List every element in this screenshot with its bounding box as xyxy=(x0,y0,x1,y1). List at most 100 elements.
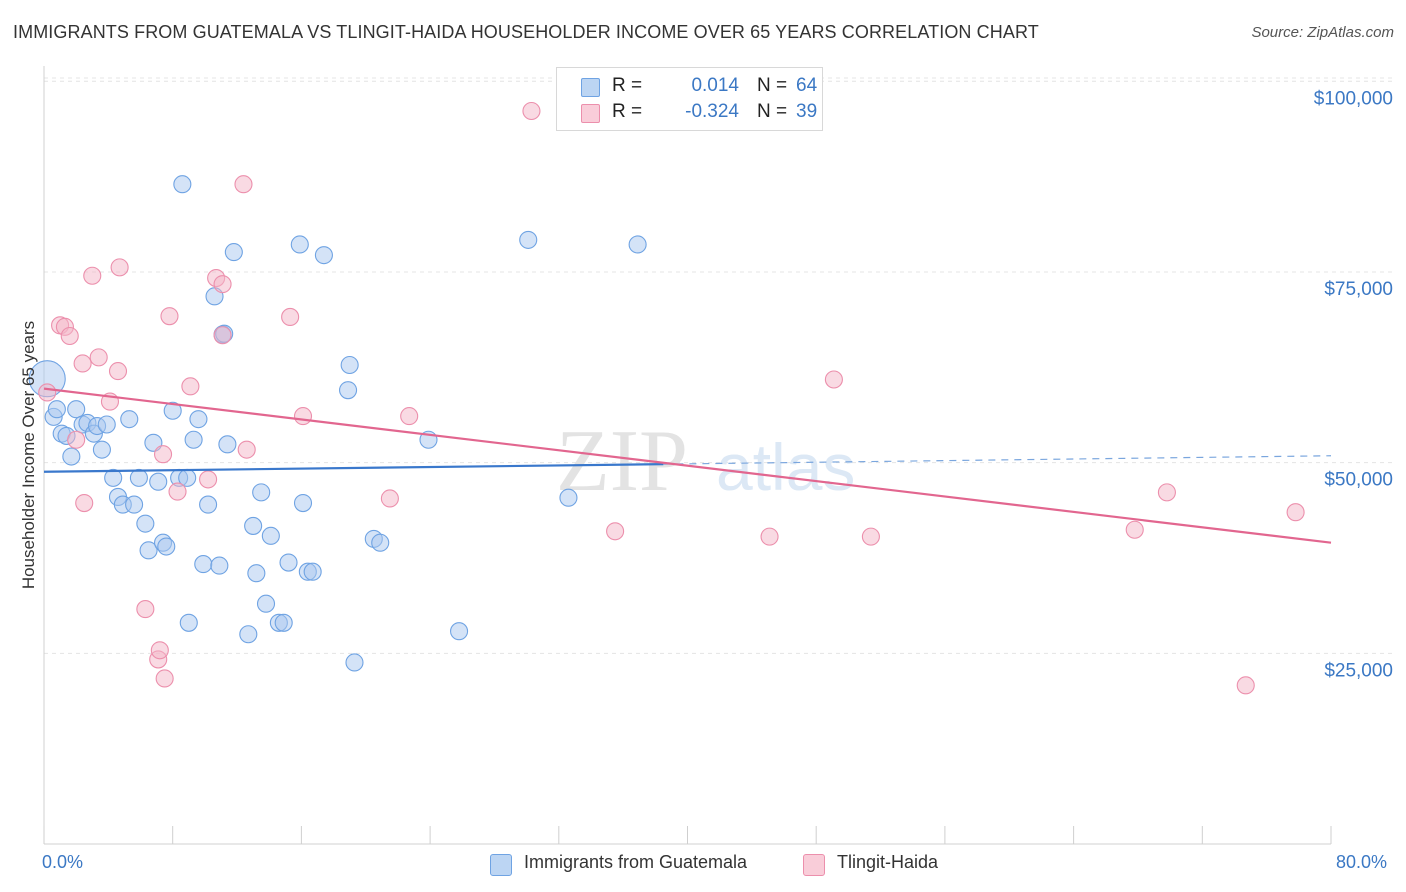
point-tlingit xyxy=(606,522,625,541)
stats-swatch-tlingit xyxy=(581,104,600,123)
point-tlingit xyxy=(237,440,256,459)
point-guatemala xyxy=(293,494,313,513)
point-guatemala xyxy=(179,613,198,632)
point-guatemala xyxy=(210,556,229,575)
point-guatemala xyxy=(559,488,578,507)
point-tlingit xyxy=(1236,676,1255,695)
point-tlingit xyxy=(38,383,57,402)
point-tlingit xyxy=(234,175,253,194)
point-tlingit xyxy=(73,354,92,373)
point-guatemala xyxy=(163,401,182,420)
point-tlingit xyxy=(199,470,218,489)
point-tlingit xyxy=(160,307,179,326)
point-tlingit xyxy=(153,445,173,464)
point-guatemala xyxy=(279,553,298,572)
point-tlingit xyxy=(75,494,94,513)
legend-label-guatemala: Immigrants from Guatemala xyxy=(524,852,748,872)
r-value: 0.014 xyxy=(691,75,739,96)
point-guatemala xyxy=(371,533,390,552)
point-guatemala xyxy=(261,526,280,545)
point-tlingit xyxy=(213,326,232,345)
point-guatemala xyxy=(224,243,243,262)
point-guatemala xyxy=(120,410,139,429)
correlation-stats-box: R = 0.014 N = 64 R = -0.324 N = 39 xyxy=(556,67,823,131)
point-tlingit xyxy=(380,489,399,508)
point-guatemala xyxy=(139,541,158,560)
trend-line-guatemala xyxy=(43,463,664,473)
r-label: R = xyxy=(612,101,643,122)
point-guatemala xyxy=(199,495,218,514)
y-tick-label: $100,000 xyxy=(1314,88,1393,109)
y-tick-labels: $25,000 $50,000 $75,000 $100,000 xyxy=(1314,88,1393,681)
point-guatemala xyxy=(244,516,263,535)
y-axis-label: Householder Income Over 65 years xyxy=(19,320,38,590)
trend-line-tlingit xyxy=(43,387,1332,544)
point-guatemala xyxy=(104,468,123,487)
point-guatemala xyxy=(189,410,208,429)
point-guatemala xyxy=(303,562,322,581)
point-guatemala xyxy=(256,594,276,613)
n-label: N = xyxy=(757,75,788,96)
point-tlingit xyxy=(110,258,129,277)
point-guatemala xyxy=(62,447,81,466)
point-guatemala xyxy=(339,381,358,400)
point-guatemala xyxy=(184,430,203,449)
stats-swatch-guatemala xyxy=(581,78,600,97)
point-tlingit xyxy=(155,669,174,688)
point-guatemala xyxy=(47,400,66,419)
point-tlingit xyxy=(168,482,187,501)
point-guatemala xyxy=(252,483,271,502)
point-tlingit xyxy=(150,641,169,660)
watermark-atlas: atlas xyxy=(716,430,855,504)
point-guatemala xyxy=(519,230,538,249)
point-tlingit xyxy=(522,101,541,121)
point-guatemala xyxy=(218,435,237,454)
point-guatemala xyxy=(239,625,258,644)
point-guatemala xyxy=(628,235,647,254)
y-tick-label: $50,000 xyxy=(1324,470,1393,491)
chart-title: IMMIGRANTS FROM GUATEMALA VS TLINGIT-HAI… xyxy=(13,22,1039,42)
point-tlingit xyxy=(136,600,155,619)
point-tlingit xyxy=(281,307,300,326)
point-tlingit xyxy=(83,266,102,285)
point-guatemala xyxy=(125,495,144,514)
point-tlingit xyxy=(861,527,880,546)
point-guatemala xyxy=(129,468,148,487)
n-value: 64 xyxy=(796,75,818,96)
point-guatemala xyxy=(274,613,293,632)
point-guatemala xyxy=(345,653,364,672)
axes xyxy=(43,66,1332,845)
point-tlingit xyxy=(824,370,843,389)
point-tlingit xyxy=(1157,483,1176,502)
y-tick-label: $25,000 xyxy=(1324,660,1393,681)
point-tlingit xyxy=(60,326,79,346)
point-tlingit xyxy=(108,362,128,381)
y-axis-label-wrap: Householder Income Over 65 years xyxy=(14,0,44,892)
x-tick-label-max: 80.0% xyxy=(1336,852,1388,872)
y-tick-label: $75,000 xyxy=(1324,279,1393,300)
point-guatemala xyxy=(97,415,116,434)
point-guatemala xyxy=(340,355,359,375)
legend-swatch-guatemala xyxy=(490,854,512,876)
point-guatemala xyxy=(314,246,333,265)
r-value: -0.324 xyxy=(685,101,739,122)
watermark-zip: ZIP xyxy=(556,413,688,510)
point-tlingit xyxy=(293,407,313,426)
point-guatemala xyxy=(247,564,266,583)
point-tlingit xyxy=(89,348,108,367)
x-tick-label-min: 0.0% xyxy=(42,852,84,872)
legend-swatch-tlingit xyxy=(803,854,825,876)
series-guatemala-points xyxy=(28,175,647,672)
point-tlingit xyxy=(760,527,779,546)
grid-lines xyxy=(44,77,1393,654)
point-guatemala xyxy=(450,622,469,641)
point-tlingit xyxy=(1125,520,1144,539)
n-label: N = xyxy=(757,101,788,122)
point-tlingit xyxy=(213,275,232,294)
point-guatemala xyxy=(92,440,111,459)
source-credit: Source: ZipAtlas.com xyxy=(1251,24,1394,41)
series-tlingit-points xyxy=(38,101,1305,695)
point-guatemala xyxy=(136,514,155,533)
point-tlingit xyxy=(67,430,86,449)
